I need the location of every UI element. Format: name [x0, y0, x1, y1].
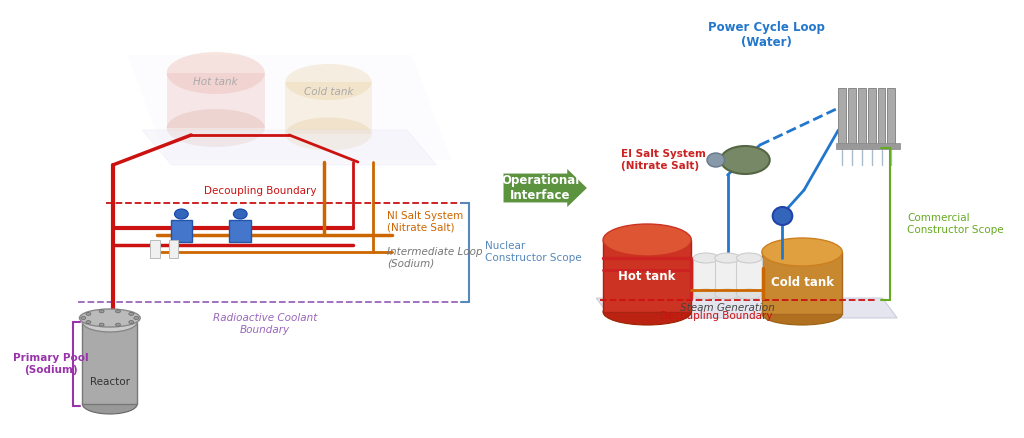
Text: Primary Pool
(Sodium): Primary Pool (Sodium) — [13, 353, 89, 375]
Bar — [858, 88, 866, 146]
Ellipse shape — [762, 238, 843, 266]
Text: NI Salt System
(Nitrate Salt): NI Salt System (Nitrate Salt) — [387, 211, 464, 233]
Polygon shape — [504, 169, 587, 207]
Text: Hot tank: Hot tank — [194, 77, 238, 87]
Ellipse shape — [715, 253, 740, 263]
Bar — [151, 240, 160, 258]
Bar — [171, 220, 193, 242]
Bar — [693, 258, 719, 294]
Polygon shape — [596, 298, 897, 318]
Ellipse shape — [129, 321, 134, 324]
Bar — [878, 88, 886, 146]
Text: Decoupling Boundary: Decoupling Boundary — [659, 311, 772, 321]
Ellipse shape — [707, 153, 725, 167]
Ellipse shape — [174, 209, 188, 219]
Bar — [839, 88, 846, 146]
Ellipse shape — [736, 289, 762, 299]
Bar — [837, 143, 900, 149]
Text: Power Cycle Loop
(Water): Power Cycle Loop (Water) — [709, 21, 825, 49]
Ellipse shape — [129, 312, 134, 315]
Text: Reactor: Reactor — [90, 377, 130, 387]
Ellipse shape — [167, 109, 265, 147]
Bar — [169, 240, 178, 258]
Bar — [82, 322, 137, 404]
Text: Cold tank: Cold tank — [771, 276, 834, 289]
Bar — [848, 88, 856, 146]
Bar — [867, 88, 876, 146]
Text: Cold tank: Cold tank — [304, 87, 353, 97]
Text: Hot tank: Hot tank — [618, 269, 676, 283]
Bar — [229, 220, 251, 242]
Ellipse shape — [286, 117, 372, 151]
Ellipse shape — [603, 224, 691, 256]
Ellipse shape — [82, 312, 137, 332]
Bar — [603, 240, 691, 312]
Text: Nuclear
Constructor Scope: Nuclear Constructor Scope — [485, 241, 582, 263]
Ellipse shape — [773, 207, 793, 225]
Ellipse shape — [86, 321, 91, 324]
Bar — [715, 258, 740, 294]
Ellipse shape — [721, 146, 770, 174]
Text: Intermediate Loop
(Sodium): Intermediate Loop (Sodium) — [387, 247, 483, 269]
Ellipse shape — [693, 289, 719, 299]
Ellipse shape — [82, 394, 137, 414]
Ellipse shape — [693, 253, 719, 263]
Ellipse shape — [99, 310, 104, 313]
Polygon shape — [142, 130, 436, 165]
Ellipse shape — [603, 299, 691, 325]
Ellipse shape — [286, 64, 372, 100]
Bar — [736, 258, 762, 294]
Ellipse shape — [167, 52, 265, 94]
Bar — [286, 82, 372, 134]
Ellipse shape — [762, 303, 843, 325]
Text: Radioactive Coolant
Boundary: Radioactive Coolant Boundary — [213, 313, 317, 335]
Ellipse shape — [736, 253, 762, 263]
Text: Steam Generation: Steam Generation — [680, 303, 775, 313]
Text: Commercial
Constructor Scope: Commercial Constructor Scope — [907, 213, 1004, 235]
Text: Operational
Interface: Operational Interface — [501, 174, 580, 202]
Ellipse shape — [715, 289, 740, 299]
Text: EI Salt System
(Nitrate Salt): EI Salt System (Nitrate Salt) — [621, 149, 706, 171]
Polygon shape — [127, 55, 451, 160]
Ellipse shape — [80, 309, 140, 327]
Ellipse shape — [116, 323, 121, 326]
Ellipse shape — [86, 312, 91, 315]
Text: Decoupling Boundary: Decoupling Boundary — [204, 186, 316, 196]
Ellipse shape — [233, 209, 247, 219]
Ellipse shape — [99, 323, 104, 326]
Ellipse shape — [134, 317, 138, 319]
Ellipse shape — [116, 310, 121, 313]
Bar — [167, 73, 265, 128]
Bar — [888, 88, 895, 146]
Ellipse shape — [81, 317, 86, 319]
Bar — [762, 252, 843, 314]
